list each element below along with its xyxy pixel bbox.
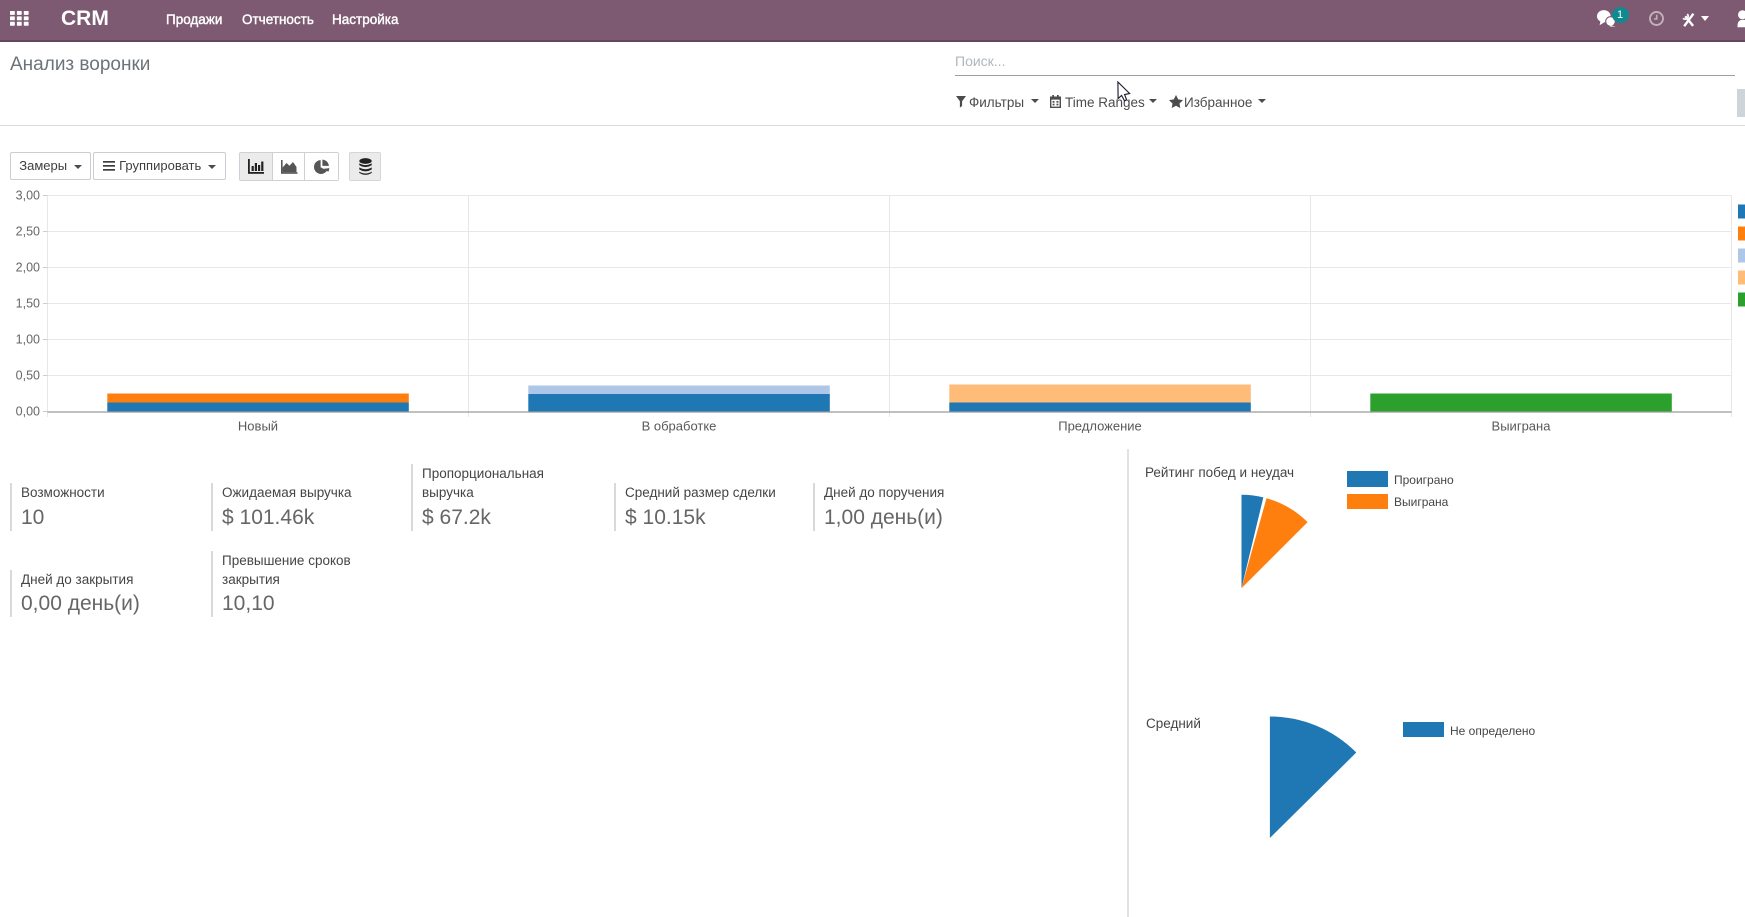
svg-text:2,00: 2,00 xyxy=(16,261,40,275)
svg-text:1,50: 1,50 xyxy=(16,297,40,311)
svg-text:0,50: 0,50 xyxy=(16,369,40,383)
svg-text:1,00: 1,00 xyxy=(16,333,40,347)
svg-text:2,50: 2,50 xyxy=(16,225,40,239)
svg-text:0,00: 0,00 xyxy=(16,405,40,419)
svg-text:Предложение: Предложение xyxy=(1058,419,1142,434)
svg-text:В обработке: В обработке xyxy=(642,419,717,434)
svg-text:Выиграна: Выиграна xyxy=(1492,419,1552,434)
svg-text:Новый: Новый xyxy=(238,419,278,434)
svg-text:3,00: 3,00 xyxy=(16,189,40,203)
